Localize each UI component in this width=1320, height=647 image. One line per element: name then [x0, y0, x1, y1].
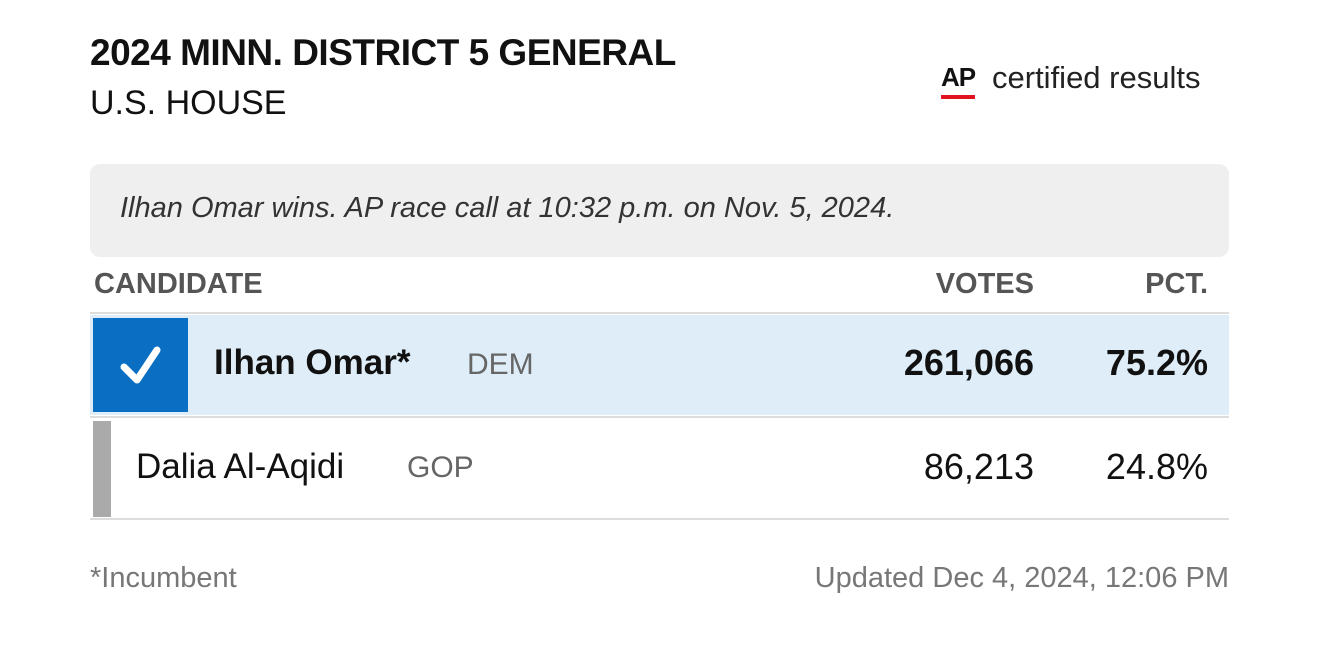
- votes: 261,066: [903, 342, 1034, 383]
- check-icon: [120, 346, 161, 384]
- footnote: *Incumbent: [90, 562, 237, 594]
- votes: 86,213: [923, 446, 1034, 487]
- winner-check: [93, 318, 188, 412]
- candidate-name: Ilhan Omar*: [214, 343, 411, 382]
- winner-row: [90, 315, 1229, 415]
- race-call: Ilhan Omar wins. AP race call at 10:32 p…: [120, 192, 895, 224]
- party-bar: [93, 421, 111, 517]
- column-header: CANDIDATE: [94, 268, 263, 300]
- percent: 24.8%: [1105, 446, 1208, 487]
- column-header: PCT.: [1145, 268, 1208, 300]
- updated-time: Updated Dec 4, 2024, 12:06 PM: [814, 562, 1229, 594]
- percent: 75.2%: [1105, 342, 1208, 383]
- subtitle: U.S. HOUSE: [90, 84, 287, 122]
- divider: [90, 416, 1229, 418]
- party: DEM: [467, 348, 534, 381]
- ap-logo: AP: [941, 62, 976, 99]
- column-header: VOTES: [935, 268, 1034, 300]
- title: 2024 MINN. DISTRICT 5 GENERAL: [90, 32, 676, 73]
- race-call-box: [90, 164, 1229, 257]
- source-label: certified results: [992, 60, 1201, 95]
- party: GOP: [407, 451, 474, 484]
- divider: [90, 518, 1229, 520]
- divider: [90, 312, 1229, 314]
- candidate-name: Dalia Al-Aqidi: [136, 447, 345, 486]
